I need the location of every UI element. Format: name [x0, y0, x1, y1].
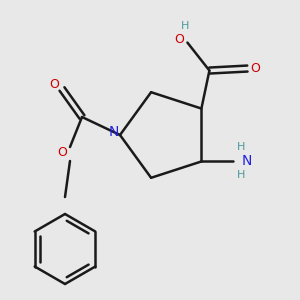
- Text: O: O: [57, 146, 67, 160]
- Text: H: H: [237, 170, 246, 181]
- Text: O: O: [49, 77, 59, 91]
- Text: O: O: [250, 62, 260, 75]
- Text: N: N: [109, 125, 119, 139]
- Text: H: H: [181, 20, 190, 31]
- Text: N: N: [241, 154, 252, 169]
- Text: H: H: [237, 142, 246, 152]
- Text: O: O: [175, 33, 184, 46]
